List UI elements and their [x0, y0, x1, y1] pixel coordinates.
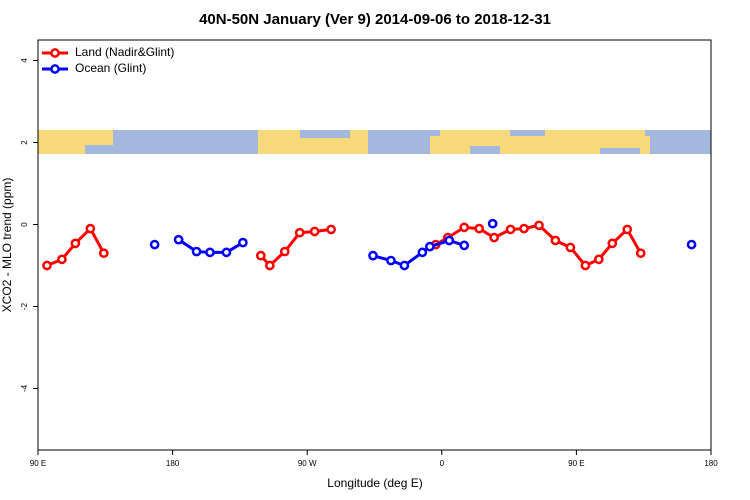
point	[221, 247, 232, 258]
point	[519, 223, 529, 234]
point	[593, 254, 604, 265]
legend-marker	[50, 48, 60, 58]
y-tick-label: 2	[20, 140, 29, 145]
chart-title: 40N-50N January (Ver 9) 2014-09-06 to 20…	[199, 11, 551, 28]
point	[417, 247, 428, 258]
point	[294, 227, 305, 238]
point	[444, 235, 455, 246]
point	[264, 260, 275, 271]
x-tick-label: 90 E	[30, 459, 46, 468]
point	[474, 223, 485, 234]
x-tick-label: 90 E	[568, 459, 584, 468]
point	[534, 220, 544, 231]
point	[622, 224, 633, 235]
point	[686, 239, 697, 250]
point	[459, 240, 470, 251]
point	[386, 255, 396, 266]
point	[326, 224, 336, 235]
point	[70, 238, 81, 249]
x-tick-label: 0	[440, 459, 445, 468]
point	[173, 234, 184, 245]
point	[238, 237, 248, 248]
plot-frame	[37, 39, 712, 451]
point	[309, 226, 320, 237]
y-tick-label: 4	[20, 58, 29, 63]
legend-label: Land (Nadir&Glint)	[75, 45, 174, 59]
y-tick-label: 0	[20, 222, 29, 227]
point	[550, 235, 561, 246]
point	[607, 238, 618, 249]
point	[149, 239, 160, 250]
point	[489, 232, 499, 243]
point	[85, 223, 96, 234]
point	[487, 218, 498, 229]
x-tick-label: 180	[704, 459, 718, 468]
point	[635, 248, 646, 259]
map-strip	[38, 130, 711, 154]
point	[424, 241, 435, 252]
y-tick-label: -4	[20, 384, 29, 392]
point	[580, 260, 591, 271]
y-axis-label: XCO2 - MLO trend (ppm)	[0, 178, 14, 313]
point	[57, 254, 67, 265]
point	[191, 246, 202, 257]
point	[399, 260, 410, 271]
point	[368, 250, 378, 261]
point	[98, 248, 109, 259]
point	[565, 242, 576, 253]
point	[205, 247, 215, 258]
point	[505, 224, 516, 235]
legend-marker	[50, 64, 60, 74]
point	[42, 260, 52, 271]
x-axis-label: Longitude (deg E)	[327, 476, 422, 490]
point	[459, 222, 470, 233]
x-tick-label: 180	[166, 459, 180, 468]
point	[279, 246, 290, 257]
y-tick-label: -2	[20, 302, 29, 310]
legend-label: Ocean (Glint)	[75, 61, 146, 75]
point	[255, 250, 266, 261]
x-tick-label: 90 W	[298, 459, 317, 468]
